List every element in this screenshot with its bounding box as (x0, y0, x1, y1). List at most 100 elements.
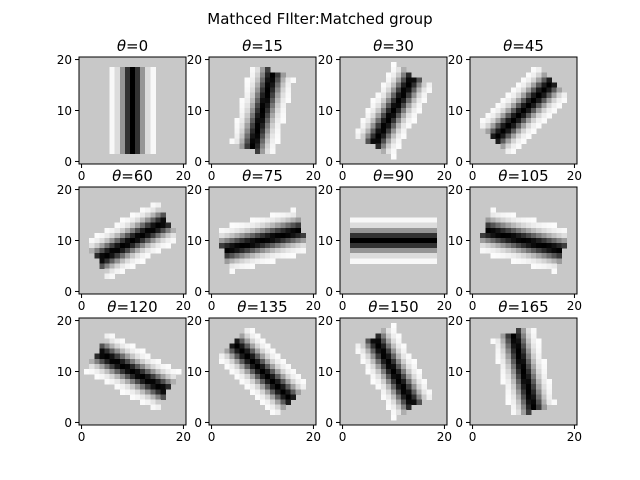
kernel-cell (254, 348, 261, 355)
kernel-cell (411, 384, 417, 390)
kernel-cell (416, 222, 422, 229)
kernel-cell (390, 409, 397, 416)
kernel-cell (124, 148, 131, 155)
kernel-cell (520, 123, 527, 129)
kernel-cell (270, 258, 276, 264)
kernel-cell (270, 404, 276, 411)
kernel-cell (350, 222, 356, 229)
x-tick-label: 0 (469, 299, 477, 313)
kernel-cell (239, 363, 246, 370)
kernel-cell (119, 353, 126, 360)
kernel-cell (421, 384, 427, 390)
panel-title-theta: θ (373, 167, 382, 185)
kernel-cell (541, 113, 547, 119)
kernel-cell (515, 328, 522, 334)
kernel-cell (505, 123, 512, 129)
kernel-cell (295, 227, 302, 234)
kernel-cell (224, 232, 230, 239)
kernel-cell (500, 97, 507, 104)
kernel-cell (411, 82, 417, 88)
kernel-cell (114, 133, 121, 139)
kernel-cell (270, 248, 276, 254)
kernel-cell (124, 389, 131, 395)
kernel-cell (505, 237, 512, 244)
kernel-cell (485, 128, 491, 134)
kernel-cell (520, 227, 527, 234)
kernel-cell (396, 217, 402, 224)
kernel-cell (145, 133, 151, 139)
kernel-cell (259, 222, 266, 229)
kernel-cell (411, 113, 417, 119)
kernel-cell (129, 358, 136, 365)
kernel-cell (140, 253, 146, 259)
x-tick-label: 20 (176, 169, 191, 183)
kernel-cell (114, 107, 121, 114)
kernel-cell (406, 118, 412, 124)
kernel-cell (531, 328, 537, 334)
kernel-cell (104, 348, 110, 355)
kernel-cell (119, 67, 126, 73)
kernel-cell (411, 102, 417, 109)
kernel-cell (109, 368, 116, 375)
kernel-cell (114, 253, 121, 259)
kernel-cell (244, 77, 251, 83)
kernel-cell (380, 379, 387, 385)
kernel-cell (249, 67, 256, 73)
kernel-cell (421, 227, 427, 234)
x-tick-label: 0 (469, 169, 477, 183)
kernel-cell (406, 97, 412, 104)
kernel-cell (140, 232, 146, 239)
kernel-cell (285, 399, 291, 405)
kernel-cell (531, 82, 537, 88)
kernel-cell (270, 232, 276, 239)
kernel-cell (254, 143, 261, 150)
kernel-cell (401, 399, 407, 405)
kernel-cell (140, 148, 146, 155)
kernel-cell (234, 353, 240, 360)
kernel-cell (275, 138, 281, 144)
kernel-cell (249, 368, 256, 375)
kernel-cell (94, 248, 100, 254)
kernel-cell (119, 128, 126, 134)
kernel-cell (234, 263, 240, 269)
kernel-cell (150, 143, 156, 150)
kernel-cell (150, 128, 156, 134)
kernel-cell (385, 258, 392, 264)
kernel-cell (390, 72, 397, 78)
kernel-cell (259, 148, 266, 155)
x-tick-label: 0 (78, 169, 86, 183)
kernel-cell (520, 217, 527, 224)
kernel-cell (150, 222, 156, 229)
kernel-cell (135, 77, 141, 83)
kernel-cell (536, 72, 542, 78)
kernel-cell (219, 353, 225, 360)
kernel-cell (265, 227, 271, 234)
kernel-cell (526, 102, 532, 109)
kernel-cell (89, 363, 95, 370)
kernel-cell (150, 202, 156, 208)
kernel-cell (119, 118, 126, 124)
kernel-cell (249, 338, 256, 344)
kernel-cell (510, 253, 517, 259)
kernel-cell (396, 87, 402, 94)
kernel-cell (526, 379, 532, 385)
kernel-cell (396, 409, 402, 416)
kernel-cell (510, 212, 517, 218)
kernel-cell (109, 379, 116, 385)
kernel-cell (396, 379, 402, 385)
kernel-cell (380, 384, 387, 390)
kernel-cell (520, 394, 527, 400)
kernel-cell (140, 97, 146, 104)
kernel-image (109, 67, 156, 155)
kernel-cell (375, 92, 382, 99)
kernel-cell (109, 232, 116, 239)
x-tick-label: 20 (176, 430, 191, 444)
kernel-cell (259, 379, 266, 385)
kernel-cell (536, 353, 542, 360)
kernel-cell (140, 77, 146, 83)
kernel-cell (495, 128, 501, 134)
kernel-cell (224, 258, 230, 264)
kernel-cell (129, 353, 136, 360)
kernel-cell (129, 243, 136, 249)
kernel-cell (380, 138, 387, 144)
